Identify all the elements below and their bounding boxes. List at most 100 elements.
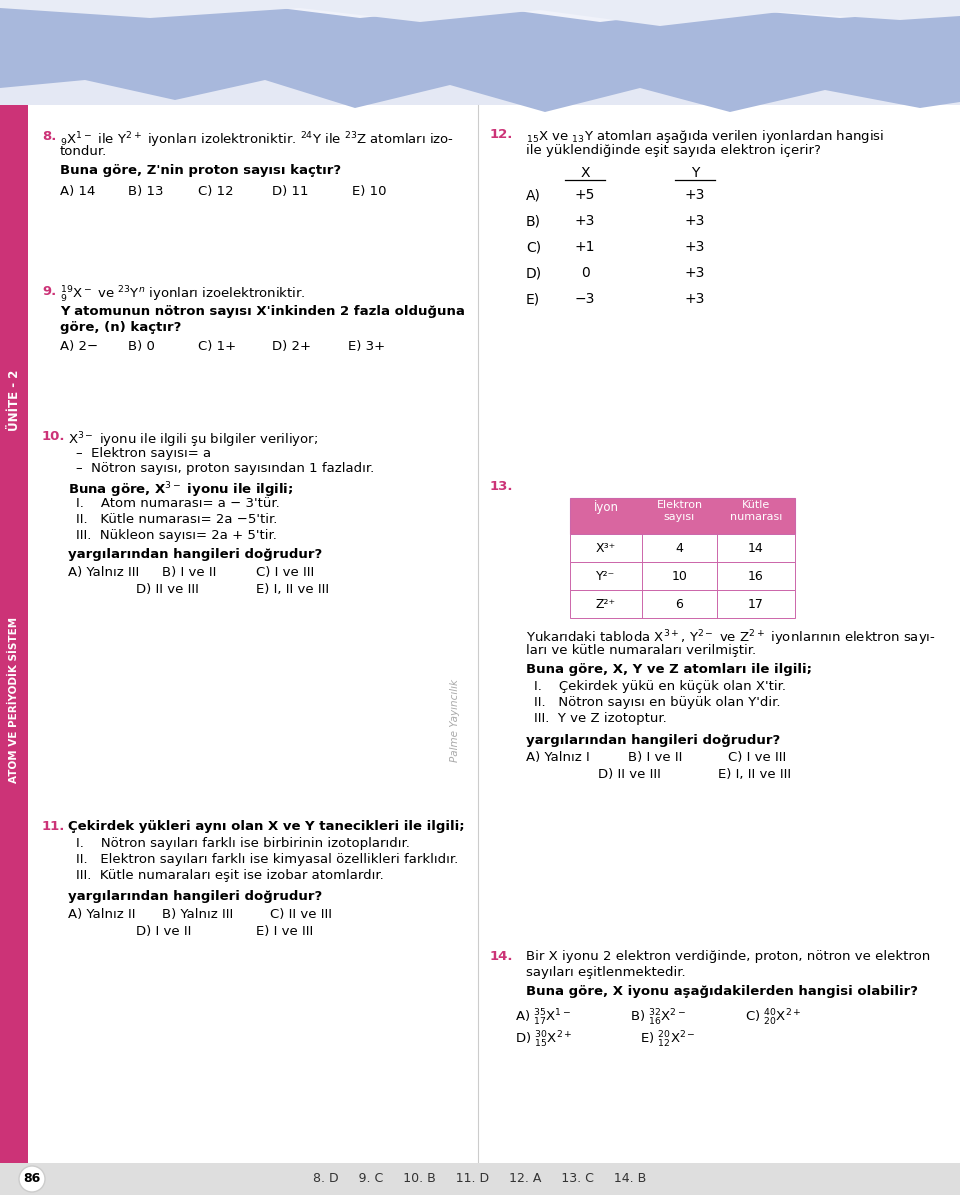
Text: –  Elektron sayısı= a: – Elektron sayısı= a [76,447,211,460]
Text: I.    Nötron sayıları farklı ise birbirinin izotoplarıdır.: I. Nötron sayıları farklı ise birbirinin… [76,836,410,850]
Text: 8.: 8. [42,130,57,143]
Text: C): C) [526,240,541,255]
Text: A) $^{35}_{17}$X$^{1-}$: A) $^{35}_{17}$X$^{1-}$ [515,1009,571,1028]
Text: İyon: İyon [593,500,618,514]
Text: yargılarından hangileri doğrudur?: yargılarından hangileri doğrudur? [68,890,323,903]
Text: A): A) [526,188,540,202]
Text: 0: 0 [581,266,589,280]
Text: 9.: 9. [42,284,57,298]
Text: yargılarından hangileri doğrudur?: yargılarından hangileri doğrudur? [68,549,323,560]
Text: +3: +3 [575,214,595,228]
Text: III.  Y ve Z izotoptur.: III. Y ve Z izotoptur. [534,712,667,725]
Text: B) 13: B) 13 [128,185,163,198]
Text: III.  Kütle numaraları eşit ise izobar atomlardır.: III. Kütle numaraları eşit ise izobar at… [76,869,384,882]
Text: +3: +3 [684,240,706,255]
Text: B) 0: B) 0 [128,341,155,353]
Text: tondur.: tondur. [60,145,108,158]
Text: 10.: 10. [42,430,65,443]
Text: C) 12: C) 12 [198,185,233,198]
Text: +3: +3 [684,266,706,280]
Text: C) 1+: C) 1+ [198,341,236,353]
Text: II.   Kütle numarası= 2a −5'tir.: II. Kütle numarası= 2a −5'tir. [76,513,277,526]
Text: Elektron
sayısı: Elektron sayısı [657,500,703,521]
Text: ATOM VE PERİYODİK SİSTEM: ATOM VE PERİYODİK SİSTEM [9,617,19,783]
Text: +3: +3 [684,214,706,228]
Text: D) 11: D) 11 [272,185,308,198]
Text: II.   Nötron sayısı en büyük olan Y'dir.: II. Nötron sayısı en büyük olan Y'dir. [534,695,780,709]
Text: E) 10: E) 10 [352,185,387,198]
Text: E) I ve III: E) I ve III [256,925,313,938]
Bar [570,590,795,618]
Text: Buna göre, Z'nin proton sayısı kaçtır?: Buna göre, Z'nin proton sayısı kaçtır? [60,164,341,177]
Text: C) I ve III: C) I ve III [728,750,786,764]
Text: Çekirdek yükleri aynı olan X ve Y tanecikleri ile ilgili;: Çekirdek yükleri aynı olan X ve Y taneci… [68,820,465,833]
Text: C) I ve III: C) I ve III [256,566,314,580]
Text: D) $^{30}_{15}$X$^{2+}$: D) $^{30}_{15}$X$^{2+}$ [515,1030,572,1050]
Text: ları ve kütle numaraları verilmiştir.: ları ve kütle numaraları verilmiştir. [526,644,756,657]
Text: A) Yalnız III: A) Yalnız III [68,566,139,580]
Text: Y: Y [691,166,699,180]
Text: 8. D     9. C     10. B     11. D     12. A     13. C     14. B: 8. D 9. C 10. B 11. D 12. A 13. C 14. B [313,1172,647,1185]
Text: 16: 16 [748,570,764,582]
Text: E) 3+: E) 3+ [348,341,385,353]
Text: 86: 86 [23,1172,40,1185]
Text: +3: +3 [684,292,706,306]
Polygon shape [0,0,960,48]
Text: −3: −3 [575,292,595,306]
Text: C) $^{40}_{20}$X$^{2+}$: C) $^{40}_{20}$X$^{2+}$ [745,1009,802,1028]
Bar [570,562,795,590]
Text: X$^{3-}$ iyonu ile ilgili şu bilgiler veriliyor;: X$^{3-}$ iyonu ile ilgili şu bilgiler ve… [68,430,318,449]
Bar [570,498,795,534]
Text: 17: 17 [748,598,764,611]
Text: sayıları eşitlenmektedir.: sayıları eşitlenmektedir. [526,966,685,979]
Text: D) II ve III: D) II ve III [136,583,199,596]
Text: A) Yalnız I: A) Yalnız I [526,750,589,764]
Bar [570,534,795,562]
Text: B) Yalnız III: B) Yalnız III [162,908,233,921]
Text: E): E) [526,292,540,306]
Text: 13.: 13. [490,480,514,494]
Text: ÜNİTE - 2: ÜNİTE - 2 [8,369,20,430]
Text: B) I ve II: B) I ve II [162,566,216,580]
Text: I.    Çekirdek yükü en küçük olan X'tir.: I. Çekirdek yükü en küçük olan X'tir. [534,680,786,693]
Text: III.  Nükleon sayısı= 2a + 5'tir.: III. Nükleon sayısı= 2a + 5'tir. [76,529,276,543]
Text: 12.: 12. [490,128,514,141]
Bar [0,105,28,1163]
Text: Buna göre, X$^{3-}$ iyonu ile ilgili;: Buna göre, X$^{3-}$ iyonu ile ilgili; [68,480,294,500]
Text: Y²⁻: Y²⁻ [596,570,615,582]
Text: Y atomunun nötron sayısı X'inkinden 2 fazla olduğuna: Y atomunun nötron sayısı X'inkinden 2 fa… [60,305,465,318]
Polygon shape [0,0,960,102]
Text: $^{19}_9$X$^-$ ve $^{23}$Y$^n$ iyonları izoelektroniktir.: $^{19}_9$X$^-$ ve $^{23}$Y$^n$ iyonları … [60,284,305,305]
Text: +3: +3 [684,188,706,202]
Text: $_9$X$^{1-}$ ile Y$^{2+}$ iyonları izolektroniktir. $^{24}$Y ile $^{23}$Z atomla: $_9$X$^{1-}$ ile Y$^{2+}$ iyonları izole… [60,130,454,149]
Text: B): B) [526,214,541,228]
Text: A) 2−: A) 2− [60,341,98,353]
Text: +1: +1 [575,240,595,255]
Text: E) $^{20}_{12}$X$^{2-}$: E) $^{20}_{12}$X$^{2-}$ [640,1030,696,1050]
Polygon shape [0,0,960,26]
Text: C) II ve III: C) II ve III [270,908,332,921]
Text: 10: 10 [672,570,687,582]
Text: II.   Elektron sayıları farklı ise kimyasal özellikleri farklıdır.: II. Elektron sayıları farklı ise kimyasa… [76,853,458,866]
Text: Yukarıdaki tabloda X$^{3+}$, Y$^{2-}$ ve Z$^{2+}$ iyonlarının elektron sayı-: Yukarıdaki tabloda X$^{3+}$, Y$^{2-}$ ve… [526,629,936,648]
Text: $_{15}$X ve $_{13}$Y atomları aşağıda verilen iyonlardan hangisi: $_{15}$X ve $_{13}$Y atomları aşağıda ve… [526,128,884,145]
Text: 11.: 11. [42,820,65,833]
Text: Buna göre, X iyonu aşağıdakilerden hangisi olabilir?: Buna göre, X iyonu aşağıdakilerden hangi… [526,985,918,998]
Bar [0,0,960,105]
Text: E) I, II ve III: E) I, II ve III [256,583,329,596]
Text: D) 2+: D) 2+ [272,341,311,353]
Text: Kütle
numarası: Kütle numarası [730,500,782,521]
Text: D) II ve III: D) II ve III [598,768,660,782]
Text: D) I ve II: D) I ve II [136,925,191,938]
Text: 4: 4 [676,541,684,554]
Text: B) $^{32}_{16}$X$^{2-}$: B) $^{32}_{16}$X$^{2-}$ [630,1009,686,1028]
Text: A) 14: A) 14 [60,185,95,198]
Polygon shape [0,0,960,71]
Text: +5: +5 [575,188,595,202]
Text: A) Yalnız II: A) Yalnız II [68,908,135,921]
Polygon shape [0,0,960,88]
Text: 6: 6 [676,598,684,611]
Text: Buna göre, X, Y ve Z atomları ile ilgili;: Buna göre, X, Y ve Z atomları ile ilgili… [526,663,812,676]
Text: –  Nötron sayısı, proton sayısından 1 fazladır.: – Nötron sayısı, proton sayısından 1 faz… [76,462,374,474]
Text: B) I ve II: B) I ve II [628,750,683,764]
